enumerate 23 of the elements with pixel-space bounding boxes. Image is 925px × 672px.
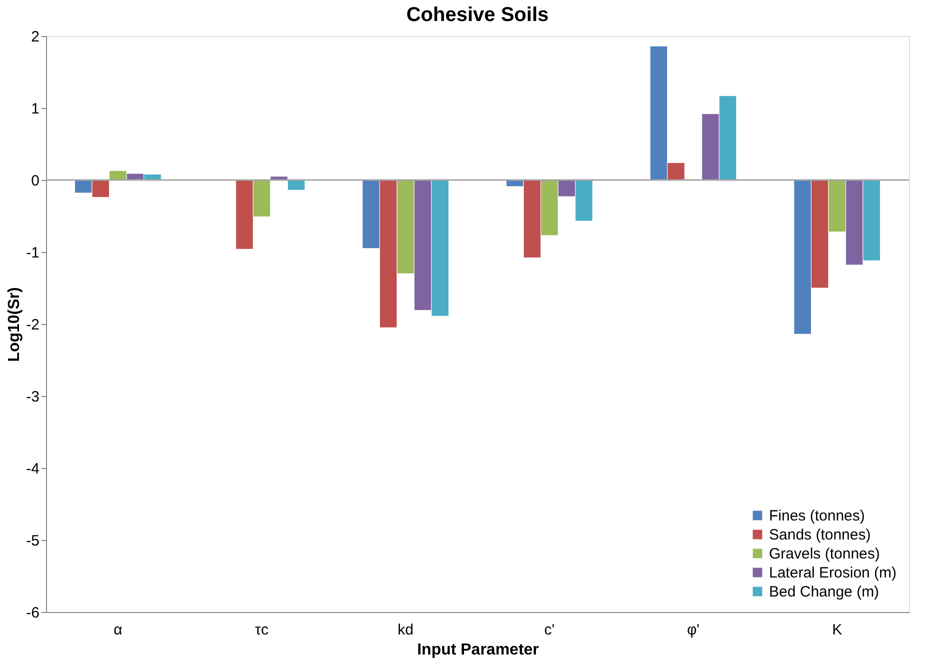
legend-label: Sands (tonnes) [769,526,871,544]
legend-label: Gravels (tonnes) [769,546,880,562]
x-tick-label: K [832,622,842,638]
y-tick-label: -1 [26,244,40,262]
x-tick-label: τc [255,622,269,638]
y-tick-label: -3 [26,388,40,406]
y-tick-label: -5 [26,532,40,550]
y-tick-label: 2 [31,28,40,46]
legend-label: Lateral Erosion (m) [769,564,897,582]
x-tick-label: c' [544,622,555,638]
y-axis-title: Log10(Sr) [6,287,24,362]
x-tick-label: kd [398,622,414,638]
legend-label: Bed Change (m) [769,584,880,600]
x-tick-label: α [114,622,123,638]
x-tick-label: φ' [686,622,700,638]
y-tick-label: 0 [31,172,40,190]
y-tick-label: -6 [26,604,40,622]
y-tick-label: 1 [31,100,40,118]
y-tick-label: -2 [26,316,40,334]
y-tick-label: -4 [26,460,40,478]
legend-label: Fines (tonnes) [769,508,865,524]
x-axis-title: Input Parameter [417,642,539,658]
chart-title: Cohesive Soils [406,4,549,26]
